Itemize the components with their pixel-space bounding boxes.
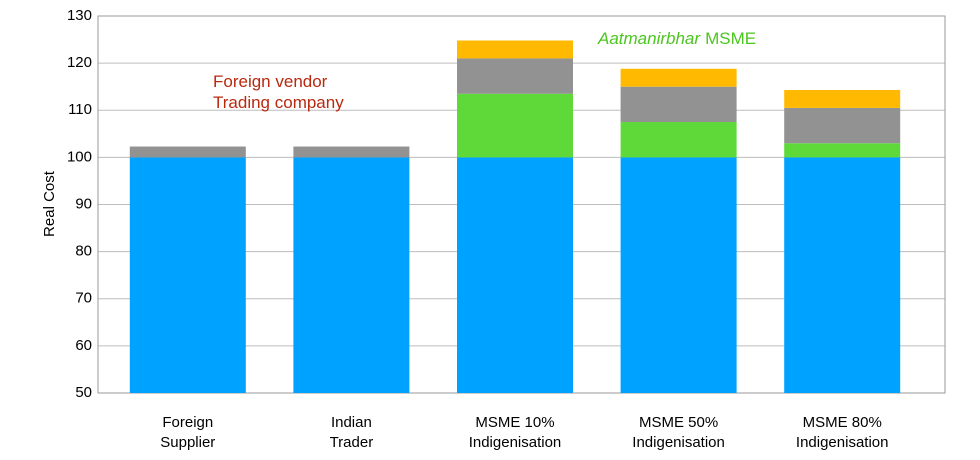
- bar-segment: [784, 157, 901, 393]
- y-tick-label: 100: [67, 148, 92, 165]
- bar-segment: [784, 89, 901, 108]
- x-tick-label: Indian Trader: [330, 414, 374, 451]
- bar-segment: [457, 40, 573, 59]
- bar-segment: [784, 143, 901, 158]
- annotation-line: Trading company: [213, 93, 344, 112]
- bar-segment: [293, 146, 410, 158]
- x-tick-label-line: Indigenisation: [796, 434, 889, 451]
- bar-segment: [457, 93, 573, 158]
- bar-segment: [620, 157, 737, 393]
- x-tick-label: Foreign Supplier: [160, 414, 215, 451]
- y-tick-label: 60: [75, 337, 92, 354]
- annotation-italic: Aatmanirbhar: [597, 29, 701, 48]
- y-tick-label: 50: [75, 384, 92, 401]
- bar-segment: [457, 58, 573, 94]
- bar-segment: [129, 146, 246, 158]
- annotation: Aatmanirbhar MSME: [597, 29, 756, 48]
- y-tick-label: 90: [75, 195, 92, 212]
- bar-segment: [620, 122, 737, 158]
- x-tick-label: MSME 50% Indigenisation: [632, 414, 725, 451]
- y-tick-label: 110: [68, 101, 92, 118]
- y-tick-label: 120: [67, 54, 92, 71]
- x-tick-label: MSME 10% Indigenisation: [469, 414, 562, 451]
- annotation-line: Foreign vendor: [213, 72, 328, 91]
- x-tick-label-line: Trader: [330, 434, 374, 451]
- annotation-part: MSME: [705, 29, 756, 48]
- x-tick-label-line: Supplier: [160, 434, 215, 451]
- x-tick-label-line: Indigenisation: [469, 434, 562, 451]
- y-tick-label: 80: [75, 243, 92, 260]
- bar-segment: [457, 157, 573, 393]
- x-tick-label-line: Indigenisation: [632, 434, 725, 451]
- x-tick-label-line: MSME 50%: [639, 414, 718, 431]
- x-tick-label-line: Indian: [331, 414, 372, 431]
- bar-segment: [129, 157, 246, 393]
- x-tick-label: MSME 80% Indigenisation: [796, 414, 889, 451]
- bar-segment: [620, 68, 737, 87]
- x-tick-label-line: Foreign: [162, 414, 213, 431]
- y-tick-label: 70: [75, 290, 92, 307]
- bar-segment: [784, 107, 901, 144]
- y-tick-label: 130: [67, 7, 92, 24]
- x-tick-label-line: MSME 10%: [475, 414, 554, 431]
- annotation: Foreign vendor Trading company: [213, 72, 344, 112]
- bar-segment: [620, 86, 737, 123]
- x-tick-label-line: MSME 80%: [803, 414, 882, 431]
- bar-segment: [293, 157, 410, 393]
- y-axis-label: Real Cost: [41, 170, 58, 237]
